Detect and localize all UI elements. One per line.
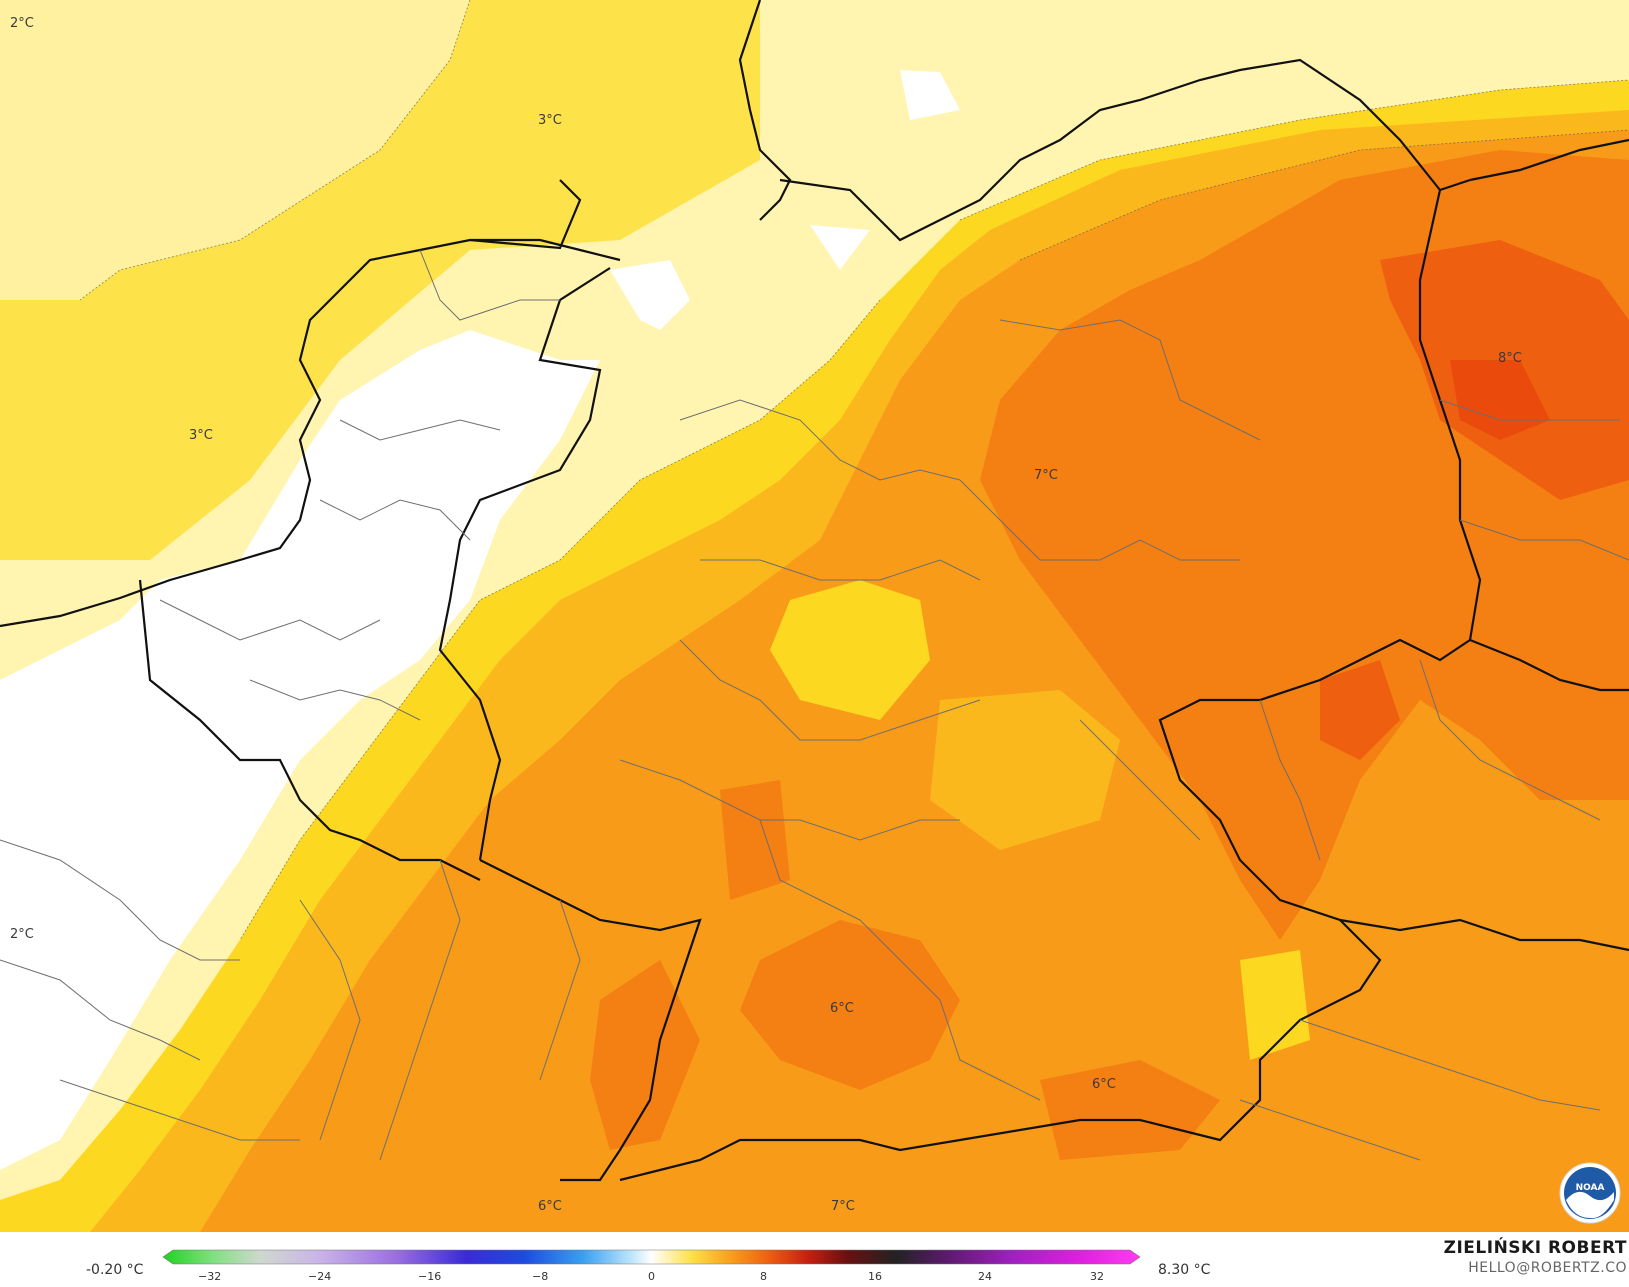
contour-label-3: 3°C xyxy=(189,428,213,443)
zone-red-orange-south xyxy=(1320,660,1400,760)
contour-label-10: 7°C xyxy=(831,1199,855,1214)
zone-dark-orange-southwest xyxy=(590,960,700,1150)
zone-light-northwest xyxy=(0,0,470,300)
tick-label: 0 xyxy=(648,1270,655,1283)
zone-dark-orange-rhine xyxy=(720,780,790,900)
noaa-logo-text: NOAA xyxy=(1576,1183,1605,1193)
contour-label-8: 6°C xyxy=(1092,1077,1116,1092)
contour-label-4: 7°C xyxy=(1034,468,1058,483)
zone-yellow-island-czech xyxy=(1240,950,1310,1060)
contour-label-1: 2°C xyxy=(10,16,34,31)
legend-min-label: -0.20 °C xyxy=(86,1262,144,1278)
tick-label: −8 xyxy=(532,1270,549,1283)
contour-label-2: 3°C xyxy=(538,113,562,128)
credit-block: ZIELIŃSKI ROBERT HELLO@ROBERTZ.CO xyxy=(1444,1238,1627,1276)
zone-dark-orange-bavaria xyxy=(740,920,960,1090)
contour-label-9: 6°C xyxy=(538,1199,562,1214)
tick-label: 16 xyxy=(868,1270,882,1283)
zone-amber-island-bavaria xyxy=(930,690,1120,850)
legend-colorbar xyxy=(162,1249,1141,1265)
colorbar-strip xyxy=(162,1249,1141,1265)
zone-white-benelux xyxy=(0,330,600,1170)
tick-label: −16 xyxy=(418,1270,442,1283)
noaa-logo: NOAA xyxy=(1559,1162,1621,1224)
region-borders xyxy=(0,249,1629,1161)
tick-label: 24 xyxy=(978,1270,992,1283)
tick-label: 8 xyxy=(760,1270,767,1283)
contour-label-5: 8°C xyxy=(1498,351,1522,366)
zone-white-north2 xyxy=(810,225,870,270)
author-name: ZIELIŃSKI ROBERT xyxy=(1443,1238,1627,1258)
tick-label: −24 xyxy=(308,1270,332,1283)
zone-dark-orange-austria xyxy=(1040,1060,1220,1160)
tick-label: 32 xyxy=(1090,1270,1104,1283)
tick-label: −32 xyxy=(198,1270,222,1283)
author-email: HELLO@ROBERTZ.CO xyxy=(1468,1260,1627,1276)
legend-max-label: 8.30 °C xyxy=(1158,1262,1211,1278)
contour-label-7: 6°C xyxy=(830,1001,854,1016)
contour-lines xyxy=(79,0,1629,941)
country-borders xyxy=(0,0,1629,1182)
contour-label-6: 2°C xyxy=(10,927,34,942)
footer: -0.20 °C 8.30 °C −32 −24 −16 −8 0 8 16 2… xyxy=(0,1232,1629,1287)
zone-yellow-island-hesse xyxy=(770,580,930,720)
temperature-map[interactable]: 2°C 3°C 3°C 7°C 8°C 2°C 6°C 6°C 6°C 7°C … xyxy=(0,0,1629,1232)
zone-white-north xyxy=(610,260,690,330)
legend-ticks: −32 −24 −16 −8 0 8 16 24 32 xyxy=(0,1270,1629,1286)
zone-white-north3 xyxy=(900,70,960,120)
